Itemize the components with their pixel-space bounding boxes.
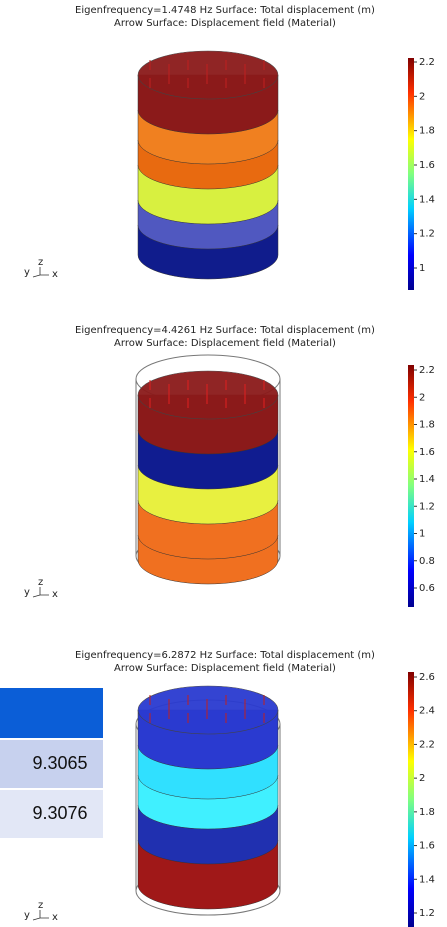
cylinder-top [138, 51, 278, 99]
table-header [0, 688, 103, 738]
colorbar-tick-label: 2.2 [419, 739, 435, 750]
colorbar-tick-label: 1.4 [419, 194, 435, 205]
colorbar-tick-label: 1.4 [419, 874, 435, 885]
colorbar-tick-label: 2 [419, 392, 425, 403]
table-cell: 9.3076 [32, 803, 87, 823]
colorbar-tick-label: 1 [419, 263, 425, 274]
axis-label: x [52, 269, 58, 280]
colorbar-tick-label: 2.2 [419, 57, 435, 68]
axis-label: z [38, 900, 43, 911]
plot-subtitle: Arrow Surface: Displacement field (Mater… [114, 338, 336, 349]
colorbar-tick-label: 1.2 [419, 501, 435, 512]
colorbar-tick-label: 1.2 [419, 229, 435, 240]
axis-label: z [38, 257, 43, 268]
axis-label: z [38, 577, 43, 588]
colorbar-tick-label: 2 [419, 91, 425, 102]
plot-title: Eigenfrequency=4.4261 Hz Surface: Total … [75, 325, 375, 336]
colorbar-tick-label: 0.6 [419, 583, 435, 594]
cylinder [136, 355, 280, 584]
colorbar-tick-label: 2.6 [419, 672, 435, 683]
cylinder [138, 51, 278, 279]
cylinder [136, 686, 280, 915]
table-cell: 9.3065 [32, 753, 87, 773]
colorbar [408, 58, 414, 290]
colorbar-tick-label: 1.6 [419, 841, 435, 852]
axis-label: y [24, 587, 30, 598]
colorbar-tick-label: 1 [419, 529, 425, 540]
colorbar-tick-label: 2.2 [419, 365, 435, 376]
plot-title: Eigenfrequency=1.4748 Hz Surface: Total … [75, 5, 375, 16]
cylinder-top [138, 371, 278, 419]
colorbar-tick-label: 2.4 [419, 706, 435, 717]
axis-label: y [24, 267, 30, 278]
plot-title: Eigenfrequency=6.2872 Hz Surface: Total … [75, 650, 375, 661]
plot-subtitle: Arrow Surface: Displacement field (Mater… [114, 663, 336, 674]
cylinder-top [138, 686, 278, 734]
axis-label: x [52, 589, 58, 600]
colorbar-tick-label: 2 [419, 773, 425, 784]
screenshot: Eigenfrequency=1.4748 Hz Surface: Total … [0, 0, 447, 927]
colorbar-tick-label: 0.8 [419, 556, 435, 567]
plot-subtitle: Arrow Surface: Displacement field (Mater… [114, 18, 336, 29]
page: Eigenfrequency=1.4748 Hz Surface: Total … [0, 0, 447, 927]
colorbar-tick-label: 1.4 [419, 474, 435, 485]
axis-triad [33, 910, 49, 920]
colorbar-tick-label: 1.6 [419, 447, 435, 458]
colorbar [408, 365, 414, 607]
colorbar-tick-label: 1.8 [419, 126, 435, 137]
axis-label: x [52, 912, 58, 923]
axis-triad [33, 267, 49, 277]
table-fragment: 9.3065 9.3076 [0, 688, 103, 838]
axis-triad [33, 587, 49, 597]
colorbar-tick-label: 1.8 [419, 807, 435, 818]
axis-label: y [24, 910, 30, 921]
colorbar-tick-label: 1.2 [419, 908, 435, 919]
colorbar-tick-label: 1.8 [419, 420, 435, 431]
colorbar-tick-label: 1.6 [419, 160, 435, 171]
colorbar [408, 672, 414, 927]
